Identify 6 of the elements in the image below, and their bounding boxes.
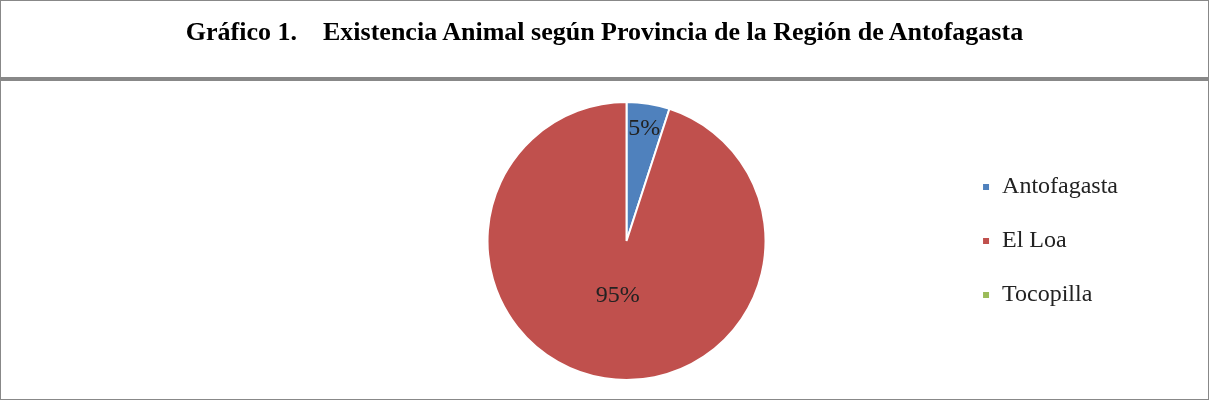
chart-title: Gráfico 1. Existencia Animal según Provincia de la Región de Antofagasta [1,1,1208,81]
legend-label: Antofagasta [1002,172,1119,199]
legend-label: El Loa [1002,226,1068,253]
data-label: 5% [628,113,661,140]
legend-label: Tocopilla [1002,280,1093,307]
data-label: 95% [595,281,640,308]
